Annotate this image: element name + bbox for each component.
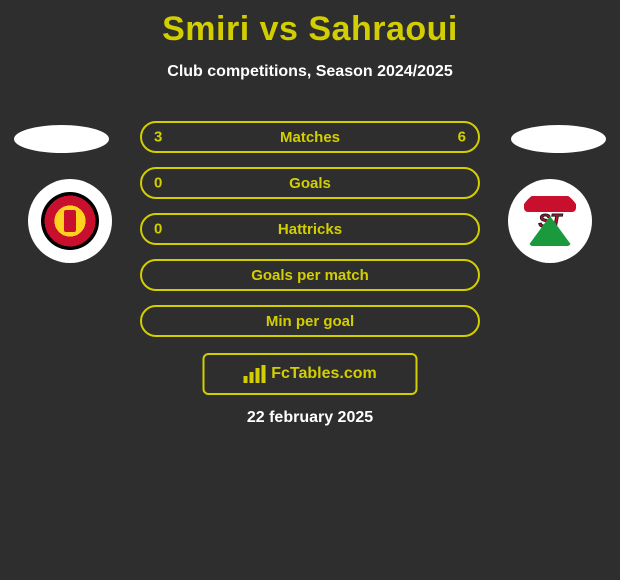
stat-label: Min per goal bbox=[266, 313, 354, 330]
stat-label: Goals per match bbox=[251, 267, 369, 284]
fctables-label: FcTables.com bbox=[271, 365, 377, 383]
bar-chart-icon bbox=[243, 365, 265, 383]
stat-row-matches: 3 Matches 6 bbox=[140, 121, 480, 153]
stat-label: Goals bbox=[289, 175, 331, 192]
stat-row-goals: 0 Goals bbox=[140, 167, 480, 199]
stat-label: Matches bbox=[280, 129, 340, 146]
comparison-title: Smiri vs Sahraoui bbox=[0, 0, 620, 49]
club-badge-right: ST bbox=[508, 179, 592, 263]
stat-label: Hattricks bbox=[278, 221, 342, 238]
fctables-watermark: FcTables.com bbox=[203, 353, 418, 395]
esperance-tunis-icon bbox=[41, 192, 99, 250]
stat-row-min-per-goal: Min per goal bbox=[140, 305, 480, 337]
stat-right-value: 6 bbox=[458, 129, 466, 146]
stat-row-hattricks: 0 Hattricks bbox=[140, 213, 480, 245]
club-badge-left bbox=[28, 179, 112, 263]
player-photo-placeholder-right bbox=[511, 125, 606, 153]
player-photo-placeholder-left bbox=[14, 125, 109, 153]
stat-left-value: 3 bbox=[154, 129, 162, 146]
comparison-subtitle: Club competitions, Season 2024/2025 bbox=[0, 63, 620, 81]
stade-tunisien-icon: ST bbox=[519, 190, 581, 252]
stat-row-goals-per-match: Goals per match bbox=[140, 259, 480, 291]
comparison-date: 22 february 2025 bbox=[0, 409, 620, 427]
stade-tunisien-monogram: ST bbox=[538, 211, 561, 232]
stat-left-value: 0 bbox=[154, 175, 162, 192]
stats-panel: 3 Matches 6 0 Goals 0 Hattricks Goals pe… bbox=[140, 121, 480, 351]
stat-left-value: 0 bbox=[154, 221, 162, 238]
